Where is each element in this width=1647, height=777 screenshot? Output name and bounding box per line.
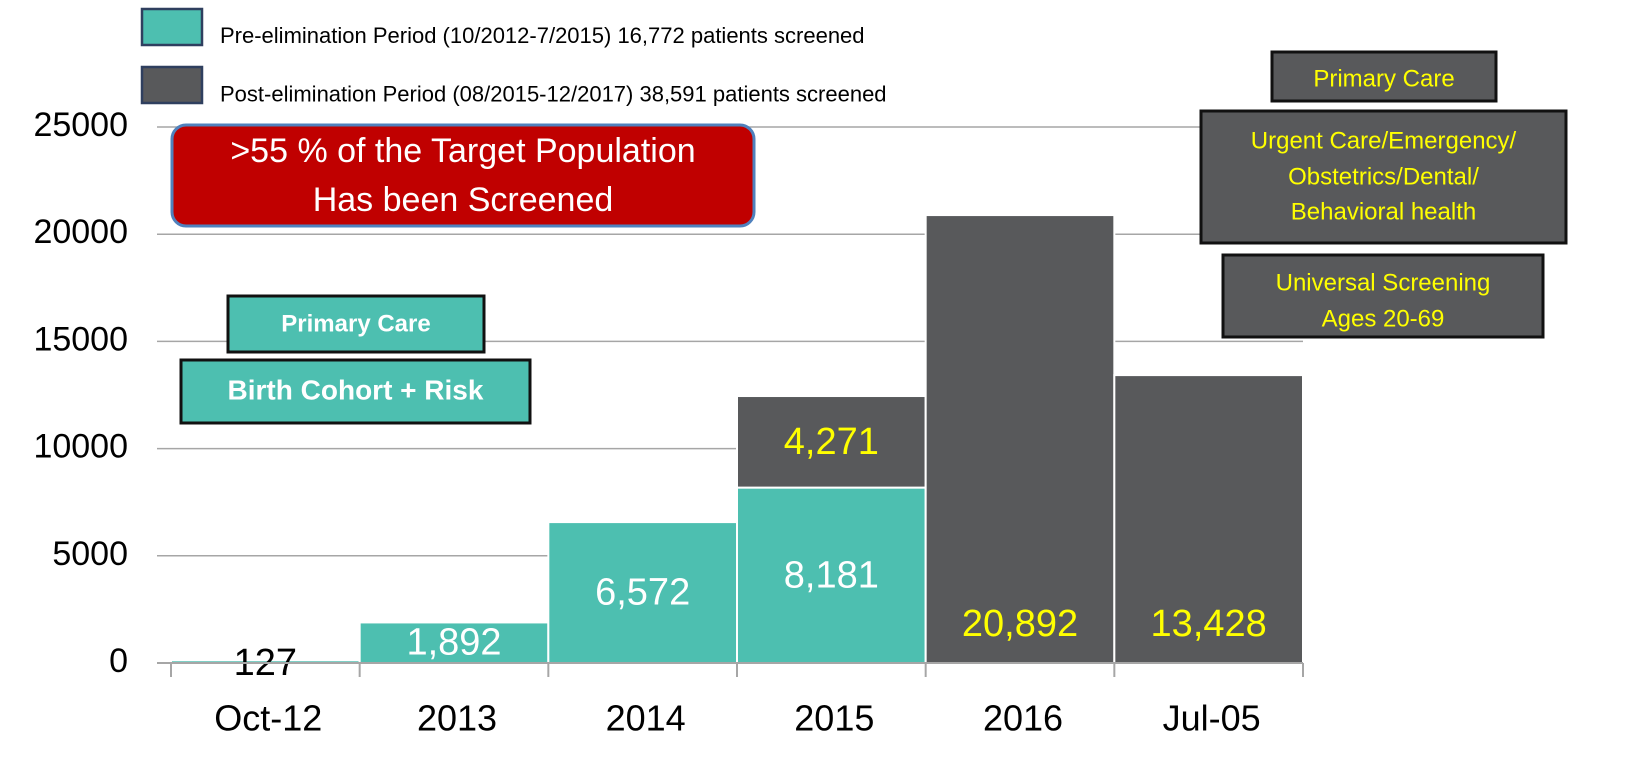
value-label: 8,181 — [784, 554, 879, 596]
annotation-text: Ages 20-69 — [1322, 305, 1445, 332]
bar — [358, 621, 550, 665]
bar — [924, 214, 1116, 664]
annotation-box — [226, 294, 486, 354]
value-label: 20,892 — [962, 603, 1078, 645]
x-tick-label: Jul-05 — [1163, 698, 1261, 739]
annotation-box — [1221, 253, 1545, 339]
value-label: 1,892 — [406, 622, 501, 664]
bar — [736, 395, 927, 489]
value-label: 13,428 — [1151, 603, 1267, 645]
y-tick-label: 10000 — [33, 428, 128, 466]
annotation-text: Primary Care — [281, 310, 430, 337]
annotation-text: Urgent Care/Emergency/ — [1251, 127, 1517, 154]
y-tick-label: 0 — [109, 642, 128, 680]
y-tick-label: 25000 — [33, 106, 128, 144]
annotation-text: Birth Cohort + Risk — [228, 374, 484, 405]
bar — [547, 521, 738, 664]
annotation-text: Behavioral health — [1291, 198, 1476, 225]
annotation-box — [179, 358, 532, 425]
bar — [1113, 374, 1305, 664]
annotation-text: Has been Screened — [313, 181, 614, 219]
y-tick-label: 20000 — [33, 213, 128, 251]
legend-label: Pre-elimination Period (10/2012-7/2015) … — [220, 23, 865, 48]
x-tick-label: 2014 — [606, 698, 686, 739]
annotation-text: Obstetrics/Dental/ — [1288, 163, 1479, 190]
x-tick-label: Oct-12 — [214, 698, 322, 739]
annotation-box — [170, 123, 756, 228]
y-tick-label: 15000 — [33, 320, 128, 358]
x-tick-label: 2016 — [983, 698, 1063, 739]
y-tick-label: 5000 — [52, 535, 128, 573]
legend-swatch — [140, 7, 204, 47]
legend-label: Post-elimination Period (08/2015-12/2017… — [220, 81, 887, 106]
x-tick-label: 2013 — [417, 698, 497, 739]
x-tick-label: 2015 — [794, 698, 874, 739]
value-label: 4,271 — [784, 421, 879, 463]
value-label: 6,572 — [595, 572, 690, 614]
annotation-box — [1270, 50, 1498, 103]
annotation-box — [1199, 109, 1568, 245]
annotation-text: Primary Care — [1313, 65, 1454, 92]
legend-swatch — [140, 65, 204, 105]
annotation-text: >55 % of the Target Population — [230, 132, 695, 170]
annotation-text: Universal Screening — [1276, 269, 1491, 296]
